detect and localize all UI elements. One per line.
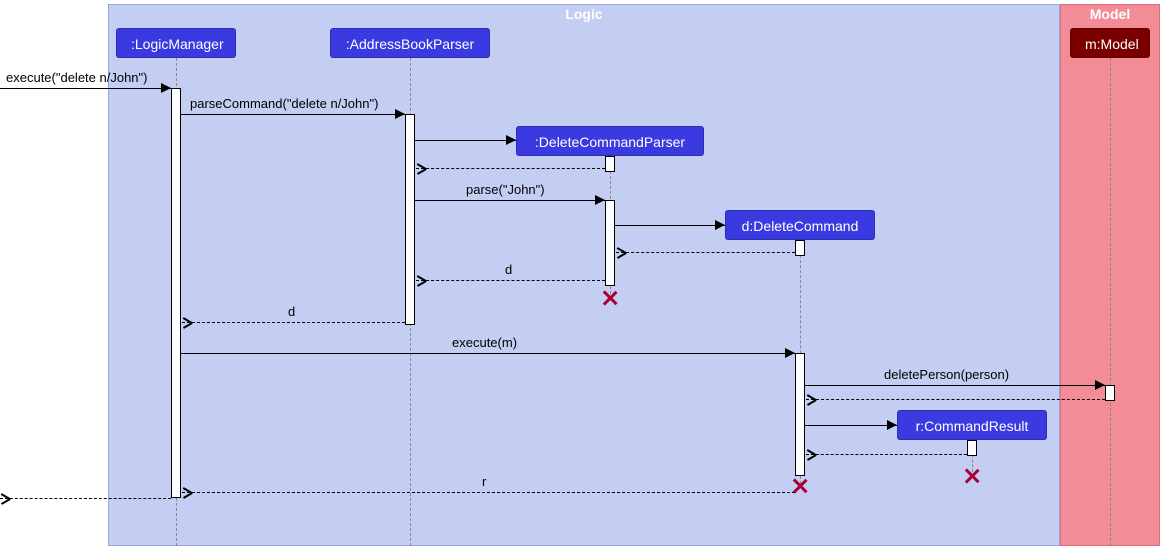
activation-0 [171,88,181,498]
model-region-title: Model [1060,6,1160,22]
message-line-8 [182,322,405,323]
activation-1 [405,114,415,325]
message-label-1: parseCommand("delete n/John") [190,96,378,111]
message-line-2 [415,140,516,141]
message-arrowhead-12 [887,420,897,430]
message-line-15 [0,498,171,499]
message-line-3 [416,168,605,169]
message-line-10 [805,385,1105,386]
lifeline-model [1110,58,1111,546]
activation-5 [795,353,805,476]
message-line-5 [615,225,725,226]
message-label-9: execute(m) [452,335,517,350]
activation-6 [967,440,977,456]
activation-2 [605,156,615,172]
message-line-13 [806,454,967,455]
message-line-4 [415,200,605,201]
message-line-1 [181,114,405,115]
logic-region-title: Logic [108,6,1060,22]
destroy-marker-1 [791,477,809,495]
message-label-4: parse("John") [466,182,545,197]
message-label-0: execute("delete n/John") [6,70,147,85]
message-arrowhead-0 [161,83,171,93]
message-line-9 [181,353,795,354]
message-arrowhead-4 [595,195,605,205]
activation-4 [795,240,805,256]
message-arrowhead-2 [506,135,516,145]
activation-3 [605,200,615,286]
destroy-marker-2 [963,467,981,485]
participant-logicManager: :LogicManager [116,28,236,58]
message-arrowhead-5 [715,220,725,230]
participant-deleteCmdParser: :DeleteCommandParser [516,126,704,156]
message-arrowhead-9 [785,348,795,358]
sequence-diagram: Logic Model :LogicManager :AddressBookPar… [0,0,1168,551]
participant-deleteCommand: d:DeleteCommand [725,210,875,240]
participant-addressBookParser: :AddressBookParser [330,28,490,58]
message-line-6 [616,252,795,253]
message-line-7 [416,280,605,281]
message-line-12 [805,425,897,426]
message-label-8: d [288,304,295,319]
message-line-0 [0,88,171,89]
message-label-7: d [505,262,512,277]
participant-commandResult: r:CommandResult [897,410,1047,440]
activation-7 [1105,385,1115,401]
message-arrowhead-1 [395,109,405,119]
message-label-10: deletePerson(person) [884,367,1009,382]
message-arrowhead-10 [1095,380,1105,390]
message-line-11 [806,399,1105,400]
logic-region [108,4,1060,546]
message-label-14: r [482,474,486,489]
message-line-14 [182,492,795,493]
destroy-marker-0 [601,289,619,307]
participant-model: m:Model [1070,28,1150,58]
